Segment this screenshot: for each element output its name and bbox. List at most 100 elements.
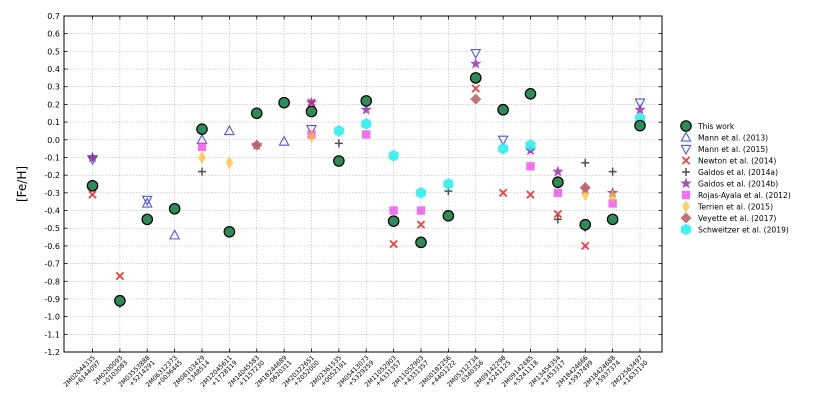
data-point: [442, 210, 455, 222]
data-point: [579, 182, 591, 194]
data-point: [524, 88, 537, 100]
legend-entry: Newton et al. (2014): [681, 156, 776, 165]
legend-label: Newton et al. (2014): [698, 156, 776, 165]
data-point: [553, 188, 563, 198]
data-point: [470, 57, 482, 69]
series-triangle-up: [141, 124, 290, 240]
data-point: [305, 125, 318, 136]
data-point: [553, 209, 563, 219]
legend: This work Mann et al. (2013) Mann et al. (…: [680, 120, 791, 236]
legend-label: Mann et al. (2015): [698, 145, 768, 154]
legend-marker: [680, 177, 692, 189]
data-point: [333, 155, 345, 167]
data-point: [307, 129, 316, 143]
data-point: [579, 218, 592, 231]
data-point: [86, 151, 99, 163]
data-point: [525, 139, 536, 151]
series-circle: [86, 72, 646, 307]
legend-marker: [680, 212, 692, 224]
data-point: [581, 241, 590, 251]
data-point: [634, 103, 646, 115]
legend-entry: Rojas-Ayala et al. (2012): [681, 190, 791, 200]
data-point: [115, 271, 125, 281]
y-tick-label: -1.2: [44, 348, 60, 357]
data-point: [197, 142, 207, 152]
marks-layer: [86, 48, 646, 309]
data-point: [606, 213, 619, 226]
data-point: [526, 190, 535, 199]
legend-label: Veyette et al. (2017): [698, 214, 776, 223]
data-point: [223, 124, 235, 136]
data-point: [251, 139, 263, 151]
legend-entry: Veyette et al. (2017): [680, 212, 776, 224]
data-point: [334, 139, 343, 148]
series-diamond: [251, 93, 591, 194]
data-point: [634, 98, 646, 109]
y-tick-label: 0.0: [47, 136, 60, 145]
y-tick-label: -0.4: [44, 207, 60, 216]
data-point: [168, 202, 181, 215]
data-point: [415, 187, 427, 199]
y-tick-label: 0.5: [47, 47, 60, 56]
data-point: [526, 162, 535, 171]
legend-entry: Mann et al. (2015): [680, 144, 768, 156]
y-tick-label: 0.2: [47, 100, 60, 109]
series-square: [197, 130, 617, 215]
legend-label: Mann et al. (2013): [698, 133, 768, 142]
data-point: [198, 167, 206, 176]
data-point: [634, 119, 646, 132]
grid-layer: [64, 16, 662, 352]
data-point: [361, 118, 372, 130]
data-point: [141, 213, 154, 226]
legend-entry: Gaidos et al. (2014a): [682, 168, 778, 177]
legend-marker: [680, 144, 692, 156]
data-point: [362, 130, 371, 139]
data-point: [360, 103, 372, 115]
legend-entry: Terrien et al. (2015): [682, 200, 773, 213]
data-point: [608, 189, 617, 203]
data-point: [388, 149, 399, 162]
data-point: [278, 96, 290, 109]
data-point: [581, 188, 590, 202]
data-point: [88, 190, 97, 199]
y-tick-label: 0.1: [47, 118, 60, 127]
y-tick-label: -0.8: [44, 277, 60, 286]
data-point: [416, 220, 426, 229]
data-point: [498, 142, 509, 155]
data-point: [470, 48, 482, 60]
y-tick-label: -0.9: [44, 295, 60, 304]
y-tick-label: 0.7: [47, 12, 60, 21]
data-point: [552, 165, 564, 177]
legend-label: This work: [697, 122, 735, 131]
data-point: [225, 156, 234, 170]
data-point: [169, 229, 181, 240]
legend-label: Terrien et al. (2015): [697, 202, 773, 211]
x-tick-label: 2M02044335+6144097: [63, 354, 102, 388]
data-point: [196, 123, 208, 135]
series-thin-diamond: [198, 129, 617, 203]
plot-frame: [63, 15, 663, 353]
y-tick-label: -0.5: [44, 224, 60, 233]
legend-label: Gaidos et al. (2014a): [698, 168, 778, 177]
y-tick-label: -0.3: [44, 189, 60, 198]
data-point: [141, 197, 153, 208]
y-tick-label: 0.3: [47, 83, 60, 92]
legend-entry: Mann et al. (2013): [680, 131, 768, 142]
data-point: [114, 294, 126, 307]
data-point: [86, 179, 99, 192]
data-point: [552, 176, 564, 189]
legend-marker: [681, 156, 691, 165]
legend-marker: [680, 223, 692, 236]
legend-entry: Schweitzer et al. (2019): [680, 223, 789, 236]
y-tick-label: -0.1: [44, 153, 60, 162]
y-tick-label: -1.1: [44, 330, 60, 339]
y-tick-label: 0.6: [47, 30, 60, 39]
data-point: [387, 215, 400, 227]
data-point: [305, 105, 318, 118]
data-point: [305, 96, 318, 108]
y-tick-label: 0.4: [47, 65, 60, 74]
data-point: [469, 72, 482, 84]
data-point: [333, 125, 344, 137]
